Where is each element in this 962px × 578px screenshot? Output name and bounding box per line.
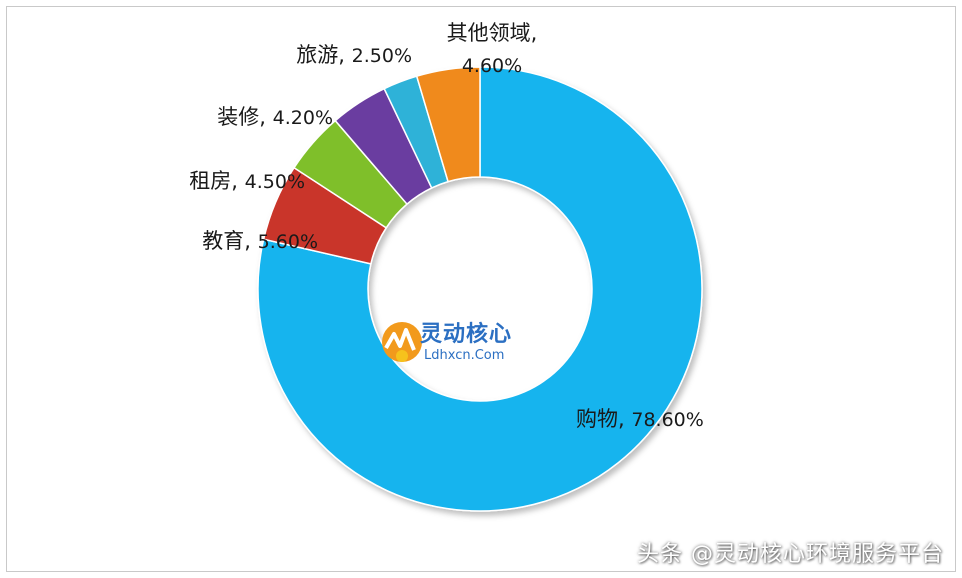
slice-购物 <box>257 66 703 512</box>
slice-label-购物: 购物, 78.60% <box>576 407 704 431</box>
slice-label-装修: 装修, 4.20% <box>217 105 333 129</box>
slice-label-租房: 租房, 4.50% <box>189 169 305 193</box>
watermark: 头条 @灵动核心环境服务平台 <box>637 542 944 567</box>
slice-label-教育: 教育, 5.60% <box>202 229 318 253</box>
logo: 灵动核心 Ldhxcn.Com <box>380 312 560 376</box>
slice-label-旅游: 旅游, 2.50% <box>296 43 412 67</box>
logo-name: 灵动核心 <box>420 322 513 347</box>
logo-domain: Ldhxcn.Com <box>424 348 505 363</box>
logo-icon <box>382 322 422 362</box>
slice-label-其他领域: 其他领域, 4.60% <box>447 21 538 77</box>
slice-其他领域 <box>415 66 481 183</box>
